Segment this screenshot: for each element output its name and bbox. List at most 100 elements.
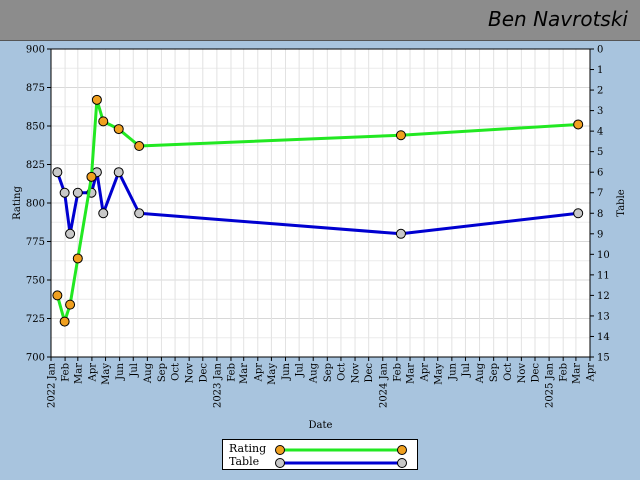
y-tick-label-left: 800 [26, 199, 45, 210]
y-tick-label-right: 15 [597, 353, 610, 364]
x-tick-label: Aug [309, 362, 320, 384]
y-tick-label-right: 2 [597, 86, 603, 97]
series-layer [52, 94, 584, 327]
x-tick-label: Feb [61, 363, 72, 382]
data-point-rating [98, 116, 109, 127]
y-axis-title-right: Table [616, 189, 627, 216]
x-tick-label: Sep [323, 363, 334, 382]
x-tick-label: Apr [253, 363, 264, 383]
data-point-table [113, 167, 124, 178]
y-tick-label-right: 8 [597, 209, 603, 220]
legend: Rating Table [222, 439, 418, 470]
y-tick-label-right: 13 [597, 311, 610, 322]
data-point-table [52, 167, 63, 178]
y-tick-label-right: 5 [597, 147, 603, 158]
x-tick-label: Mar [406, 363, 417, 384]
y-tick-label-right: 1 [597, 65, 603, 76]
data-point-rating [91, 94, 102, 105]
y-tick-label-left: 875 [26, 83, 45, 94]
x-tick-label: Jul [461, 363, 472, 378]
x-tick-label: Nov [517, 363, 528, 384]
y-tick-label-left: 825 [26, 160, 45, 171]
y-tick-label-left: 700 [26, 353, 45, 364]
data-point-table [98, 208, 109, 219]
y-tick-label-right: 10 [597, 250, 610, 261]
x-tick-label: Jul [129, 363, 140, 378]
x-tick-label: Apr [420, 363, 431, 383]
data-point-table [573, 208, 584, 219]
header-bar: Ben Navrotski [0, 0, 640, 41]
x-tick-label: 2025 Jan [545, 362, 556, 408]
y-tick-label-right: 3 [597, 106, 603, 117]
data-point-rating [72, 253, 83, 264]
x-tick-label: Feb [226, 363, 237, 382]
x-tick-label: Oct [336, 363, 347, 381]
data-point-rating [86, 171, 97, 182]
legend-label-table: Table [229, 455, 260, 468]
legend-marker-rating [397, 445, 407, 455]
x-tick-label: 2024 Jan [378, 362, 389, 408]
x-tick-label: Oct [171, 363, 182, 381]
y-axis-title-left: Rating [12, 186, 23, 220]
x-tick-label: Jun [281, 362, 292, 380]
y-tick-label-right: 6 [597, 168, 603, 179]
y-tick-label-right: 14 [597, 332, 610, 343]
legend-marker-table [397, 458, 407, 468]
x-tick-label: Dec [198, 363, 209, 383]
y-tick-label-right: 0 [597, 45, 603, 56]
y-tick-label-left: 775 [26, 237, 45, 248]
x-axis-title: Date [309, 420, 333, 431]
x-tick-label: May [267, 363, 278, 385]
y-tick-label-left: 900 [26, 45, 45, 56]
x-tick-label: Mar [239, 363, 250, 384]
y-tick-label-right: 4 [597, 127, 603, 138]
data-point-rating [113, 124, 124, 135]
x-tick-label: Dec [364, 363, 375, 383]
x-tick-label: Feb [392, 363, 403, 382]
x-tick-label: Aug [143, 362, 154, 384]
data-point-table [59, 187, 70, 198]
legend-label-rating: Rating [229, 442, 267, 455]
y-tick-label-left: 850 [26, 122, 45, 133]
x-tick-label: Jun [447, 362, 458, 380]
legend-swatches [275, 445, 407, 468]
y-tick-label-right: 7 [597, 188, 603, 199]
x-tick-label: Apr [586, 363, 597, 383]
y-tick-label-left: 725 [26, 314, 45, 325]
x-tick-label: Sep [157, 363, 168, 382]
y-tick-label-right: 11 [597, 270, 610, 281]
legend-marker-rating [275, 445, 285, 455]
x-tick-label: Jul [295, 363, 306, 378]
x-tick-label: Feb [559, 363, 570, 382]
grid-lines [50, 48, 591, 358]
x-tick-label: May [101, 363, 112, 385]
y-tick-label-right: 12 [597, 291, 610, 302]
x-tick-label: Aug [475, 362, 486, 384]
x-tick-label: Nov [351, 363, 362, 384]
data-point-rating [52, 290, 63, 301]
x-tick-label: Sep [489, 363, 500, 382]
x-tick-label: Nov [185, 363, 196, 384]
x-tick-label: Jun [115, 362, 126, 380]
data-point-table [395, 228, 406, 239]
data-point-rating [134, 141, 145, 152]
x-tick-label: Mar [73, 363, 84, 384]
data-point-rating [65, 299, 76, 310]
data-point-table [65, 228, 76, 239]
y-tick-label-right: 9 [597, 229, 603, 240]
legend-marker-table [275, 458, 285, 468]
data-point-rating [59, 316, 70, 327]
x-tick-label: Dec [531, 363, 542, 383]
data-point-rating [573, 119, 584, 130]
x-tick-label: May [433, 363, 444, 385]
x-tick-label: Mar [571, 363, 582, 384]
data-point-table [72, 187, 83, 198]
player-name: Ben Navrotski [488, 7, 628, 31]
x-tick-label: 2022 Jan [47, 362, 58, 408]
x-tick-label: Oct [503, 363, 514, 381]
x-tick-label: Apr [87, 363, 98, 383]
plot-frame [50, 48, 591, 358]
data-point-rating [395, 130, 406, 141]
